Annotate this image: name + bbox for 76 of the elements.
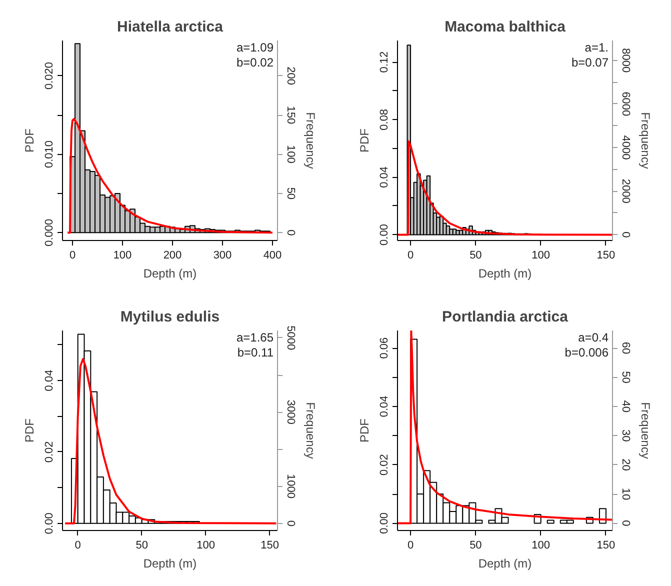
y2-tick-label: 60 (620, 342, 632, 354)
x-tick-label: 400 (263, 250, 282, 262)
y-tick-label: 0.000 (44, 218, 56, 246)
x-tick-label: 0 (69, 250, 76, 262)
y2-tick-label: 2000 (620, 178, 632, 204)
x-axis-title: Depth (m) (143, 556, 197, 570)
x-tick-label: 100 (113, 250, 132, 262)
y2-tick-label: 0 (620, 520, 632, 526)
y-tick-label: 0.08 (378, 108, 390, 130)
x-tick-label: 50 (136, 540, 148, 552)
y2-axis-title: Frequency (304, 402, 318, 459)
y2-tick-label: 100 (284, 145, 296, 164)
y2-tick-label: 3000 (284, 400, 296, 424)
y-tick-label: 0.00 (44, 512, 56, 534)
y2-tick-label: 0 (284, 520, 296, 526)
annotation: a=0.4 (578, 330, 609, 344)
x-tick-label: 300 (213, 250, 232, 262)
y-axis-title: PDF (358, 418, 372, 442)
chart-title: Hiatella arctica (117, 18, 224, 36)
y2-tick-label: 0 (284, 230, 296, 236)
x-tick-label: 200 (163, 250, 182, 262)
x-tick-label: 0 (74, 540, 81, 552)
y-tick-label: 0.020 (44, 62, 56, 90)
x-tick-label: 50 (470, 250, 482, 262)
y2-tick-label: 30 (620, 429, 632, 442)
annotation: a=1. (584, 40, 609, 54)
annotation: a=1.09 (236, 40, 274, 54)
x-tick-label: 150 (260, 540, 280, 552)
y2-tick-label: 50 (284, 187, 296, 200)
y-tick-label: 0.12 (378, 51, 390, 73)
x-tick-label: 100 (532, 540, 550, 552)
x-axis-title: Depth (m) (478, 556, 532, 570)
y-tick-label: 0.00 (378, 512, 390, 534)
x-tick-label: 150 (596, 540, 616, 552)
x-axis-title: Depth (m) (143, 266, 197, 280)
y2-tick-label: 5000 (284, 326, 296, 350)
chart-title: Macoma balthica (444, 18, 566, 36)
y2-tick-label: 50 (620, 371, 632, 384)
x-tick-label: 100 (196, 540, 216, 552)
y-tick-label: 0.04 (44, 370, 56, 392)
y2-tick-label: 0 (620, 232, 632, 238)
y-axis-title: PDF (22, 418, 36, 442)
y2-tick-label: 1000 (284, 474, 296, 499)
annotation: b=0.02 (236, 56, 274, 70)
annotation: b=0.11 (237, 346, 274, 360)
y2-axis-title: Frequency (638, 112, 652, 169)
y2-axis-title: Frequency (304, 112, 318, 169)
x-tick-label: 100 (532, 250, 550, 262)
x-axis-title: Depth (m) (478, 266, 532, 280)
y2-tick-label: 200 (284, 66, 296, 85)
x-tick-label: 0 (407, 250, 414, 262)
y2-tick-label: 4000 (620, 135, 632, 160)
y-tick-label: 0.04 (378, 166, 390, 188)
x-tick-label: 50 (470, 540, 482, 552)
y-tick-label: 0.02 (378, 454, 390, 476)
y-tick-label: 0.02 (44, 441, 56, 463)
y2-tick-label: 20 (620, 458, 632, 471)
y2-tick-label: 10 (620, 488, 632, 500)
x-tick-label: 150 (596, 250, 616, 262)
y2-tick-label: 6000 (620, 92, 632, 116)
annotation: b=0.07 (571, 56, 609, 70)
y2-tick-label: 150 (284, 106, 296, 124)
y-axis-title: PDF (358, 128, 372, 152)
y2-tick-label: 8000 (620, 48, 632, 73)
annotation: a=1.65 (236, 330, 274, 344)
y-axis-title: PDF (22, 128, 36, 152)
y-tick-label: 0.04 (378, 396, 390, 418)
chart-title: Portlandia arctica (442, 308, 569, 326)
annotation: b=0.006 (564, 346, 609, 360)
y-tick-label: 0.00 (378, 224, 390, 246)
y-tick-label: 0.010 (44, 140, 56, 168)
y-tick-label: 0.06 (378, 337, 390, 359)
chart-title: Mytilus edulis (120, 308, 220, 326)
y2-axis-title: Frequency (638, 402, 652, 459)
y2-tick-label: 40 (620, 400, 632, 413)
x-tick-label: 0 (407, 540, 414, 552)
